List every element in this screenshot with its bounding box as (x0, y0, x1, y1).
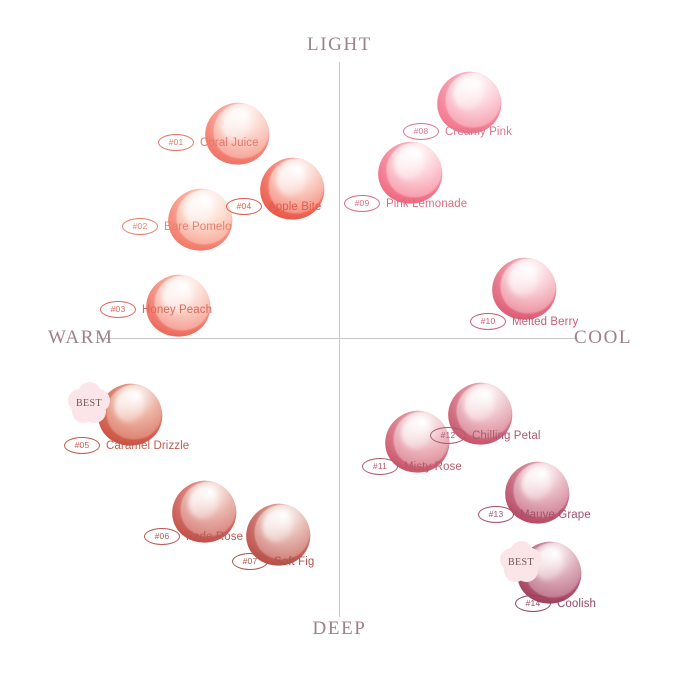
swatch-name-text: Misty Rose (404, 460, 462, 473)
swatch-label-08[interactable]: #08 Creamy Pink (403, 123, 512, 140)
swatch-number-pill: #01 (158, 134, 194, 151)
swatch-label-04[interactable]: #04 Apple Bite (226, 198, 321, 215)
axis-label-deep: DEEP (312, 618, 367, 639)
swatch-name-text: Apple Bite (268, 200, 322, 213)
swatch-number-pill: #03 (100, 301, 136, 318)
color-swatch-10[interactable] (483, 249, 565, 329)
swatch-name-text: Bare Pomelo (164, 220, 232, 233)
swatch-name-text: Honey Peach (142, 303, 213, 316)
swatch-number-pill: #04 (226, 198, 262, 215)
flower-icon (68, 382, 110, 424)
swatch-label-14[interactable]: #14 Coolish (515, 595, 596, 612)
swatch-number-pill: #11 (362, 458, 398, 475)
axis-label-light: LIGHT (307, 34, 372, 55)
best-badge-label: BEST (75, 397, 103, 409)
best-badge-05: BEST (68, 382, 110, 424)
swatch-number-pill: #07 (232, 553, 268, 570)
swatch-name-text: Creamy Pink (445, 125, 512, 138)
swatch-label-06[interactable]: #06 Fade Rose (144, 528, 243, 545)
swatch-name-text: Fade Rose (186, 530, 244, 543)
swatch-name-text: Coral Juice (200, 136, 259, 149)
swatch-number-pill: #05 (64, 437, 100, 454)
swatch-number-pill: #02 (122, 218, 158, 235)
swatch-number-pill: #09 (344, 195, 380, 212)
swatch-label-01[interactable]: #01 Coral Juice (158, 134, 259, 151)
swatch-name-text: Melted Berry (512, 315, 579, 328)
flower-icon (500, 541, 542, 583)
swatch-number-pill: #08 (403, 123, 439, 140)
axis-label-warm: WARM (48, 327, 114, 348)
vertical-axis-line (339, 62, 340, 617)
swatch-outer-ring (251, 149, 333, 229)
swatch-number-pill: #10 (470, 313, 506, 330)
best-badge-label: BEST (507, 556, 535, 568)
swatch-label-10[interactable]: #10 Melted Berry (470, 313, 578, 330)
swatch-name-text: Coolish (557, 597, 597, 610)
swatch-number-pill: #06 (144, 528, 180, 545)
swatch-name-text: Caramel Drizzle (106, 439, 190, 452)
swatch-name-text: Chilling Petal (472, 429, 541, 442)
swatch-label-12[interactable]: #12 Chilling Petal (430, 427, 541, 444)
swatch-label-11[interactable]: #11 Misty Rose (362, 458, 462, 475)
best-badge-14: BEST (500, 541, 542, 583)
swatch-label-05[interactable]: #05 Caramel Drizzle (64, 437, 189, 454)
swatch-name-text: Soft Fig (274, 555, 315, 568)
swatch-label-03[interactable]: #03 Honey Peach (100, 301, 212, 318)
swatch-label-02[interactable]: #02 Bare Pomelo (122, 218, 232, 235)
swatch-label-07[interactable]: #07 Soft Fig (232, 553, 314, 570)
swatch-label-09[interactable]: #09 Pink Lemonade (344, 195, 467, 212)
swatch-number-pill: #13 (478, 506, 514, 523)
horizontal-axis-line (98, 338, 576, 339)
swatch-name-text: Mauve Grape (520, 508, 591, 521)
swatch-number-pill: #12 (430, 427, 466, 444)
swatch-name-text: Pink Lemonade (386, 197, 468, 210)
swatch-label-13[interactable]: #13 Mauve Grape (478, 506, 591, 523)
swatch-number-pill: #14 (515, 595, 551, 612)
axis-label-cool: COOL (574, 327, 633, 348)
